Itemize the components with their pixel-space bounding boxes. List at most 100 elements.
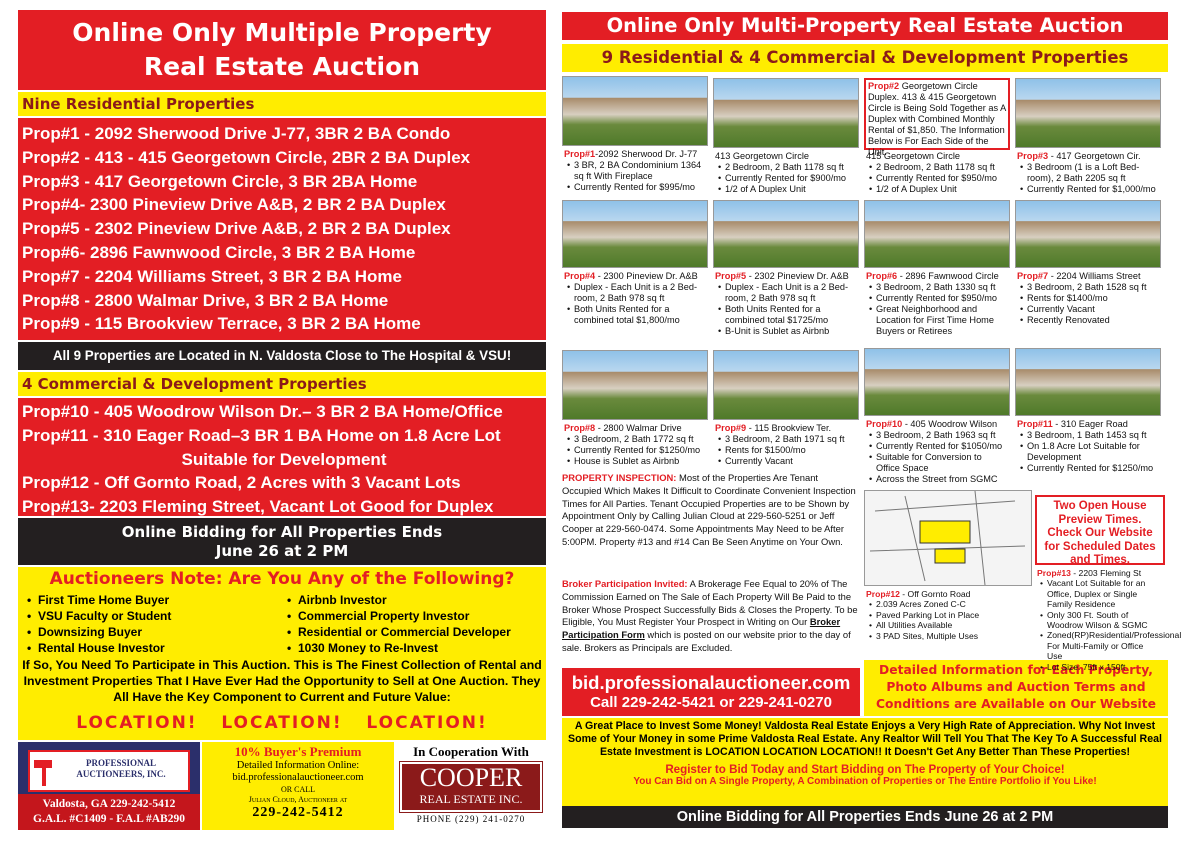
card-bullet: Across the Street from SGMC bbox=[866, 474, 1008, 485]
property-item: Prop#6- 2896 Fawnwood Circle, 3 BR 2 BA … bbox=[22, 242, 416, 262]
card-label: Prop#5 bbox=[715, 271, 747, 281]
bullet: 1030 Money to Re-Invest bbox=[284, 640, 544, 656]
card-title: -2092 Sherwood Dr. J-77 bbox=[595, 149, 698, 159]
card-bullet: Currently Vacant bbox=[1017, 304, 1159, 315]
inspection: PROPERTY INSPECTION: Most of the Propert… bbox=[562, 472, 860, 549]
card-label: Prop#11 bbox=[1017, 419, 1053, 429]
phone: 229-242-5412 bbox=[252, 805, 344, 820]
card-label: Prop#12 bbox=[866, 589, 900, 599]
bidding-ends: Online Bidding for All Properties Ends J… bbox=[562, 806, 1168, 828]
card-title: 413 Georgetown Circle bbox=[715, 151, 809, 161]
gavel-handle bbox=[42, 768, 46, 786]
text-line: Online Bidding for All Properties Ends bbox=[121, 523, 443, 541]
card-bullet: 3 BR, 2 BA Condominium 1364 sq ft With F… bbox=[564, 160, 706, 182]
gavel-head bbox=[34, 760, 52, 768]
card-bullet: Currently Rented for $1,000/mo bbox=[1017, 184, 1159, 195]
property-card: 413 Georgetown Circle2 Bedroom, 2 Bath 1… bbox=[713, 150, 859, 196]
section-heading: Nine Residential Properties bbox=[18, 92, 546, 116]
property-card: Prop#2 Georgetown Circle Duplex. 413 & 4… bbox=[864, 78, 1010, 157]
logo-text: PROFESSIONAL AUCTIONEERS, INC. bbox=[54, 758, 188, 780]
card-bullet: 3 Bedroom, 2 Bath 1528 sq ft bbox=[1017, 282, 1159, 293]
property-item: Prop#13- 2203 Fleming Street, Vacant Lot… bbox=[22, 497, 494, 517]
property-card: Prop#6 - 2896 Fawnwood Circle3 Bedroom, … bbox=[864, 270, 1010, 338]
property-item: Prop#3 - 417 Georgetown Circle, 3 BR 2BA… bbox=[22, 171, 418, 191]
cooper-sub: REAL ESTATE INC. bbox=[419, 792, 523, 806]
property-photo bbox=[864, 348, 1010, 416]
card-bullet: Only 300 Ft. South of Woodrow Wilson & S… bbox=[1037, 610, 1159, 631]
text-line: AUCTIONEERS, INC. bbox=[76, 769, 166, 779]
note-heading: Auctioneers Note: Are You Any of the Fol… bbox=[49, 569, 515, 589]
card-label: Prop#3 bbox=[1017, 151, 1049, 161]
card-heading: Prop#12 - Off Gornto Road bbox=[866, 589, 1026, 599]
card-label: Prop#4 bbox=[564, 271, 596, 281]
note-box: Auctioneers Note: Are You Any of the Fol… bbox=[18, 567, 546, 740]
card-heading: Prop#7 - 2204 Williams Street bbox=[1017, 271, 1159, 282]
card-bullet: Currently Rented for $995/mo bbox=[564, 182, 706, 193]
bullet: Residential or Commercial Developer bbox=[284, 624, 544, 640]
card-bullet: 2 Bedroom, 2 Bath 1178 sq ft bbox=[715, 162, 857, 173]
property-item: Suitable for Development bbox=[181, 449, 387, 469]
broker-text: A Brokerage Fee Equal to 20% of The Comm… bbox=[562, 578, 858, 628]
broker-text: which is posted on our website prior to … bbox=[562, 629, 851, 653]
location-note: All 9 Properties are Located in N. Valdo… bbox=[18, 342, 546, 370]
card-bullet: Zoned(RP)Residential/Professional For Mu… bbox=[1037, 630, 1181, 661]
card-title: - 2800 Walmar Drive bbox=[595, 423, 682, 433]
card-heading: Prop#1-2092 Sherwood Dr. J-77 bbox=[564, 149, 706, 160]
property-item: Prop#4- 2300 Pineview Drive A&B, 2 BR 2 … bbox=[22, 195, 446, 215]
url: bid.professionalauctioneer.com bbox=[571, 672, 851, 693]
details-box: Detailed Information for Each Property, … bbox=[864, 660, 1168, 716]
invest-box: A Great Place to Invest Some Money! Vald… bbox=[562, 718, 1168, 806]
note-paragraph: If So, You Need To Participate in This A… bbox=[22, 658, 542, 704]
card-bullet: 3 Bedroom, 2 Bath 1963 sq ft bbox=[866, 430, 1008, 441]
map-drawing bbox=[869, 490, 1026, 586]
card-bullet: Rents for $1400/mo bbox=[1017, 293, 1159, 304]
property-item: Prop#5 - 2302 Pineview Drive A&B, 2 BR 2… bbox=[22, 219, 451, 239]
bullet: Airbnb Investor bbox=[284, 592, 544, 608]
card-bullet: Both Units Rented for a combined total $… bbox=[564, 304, 706, 326]
bullet: First Time Home Buyer bbox=[24, 592, 284, 608]
section-heading: 4 Commercial & Development Properties bbox=[18, 372, 546, 396]
info-label: Detailed Information Online: bbox=[236, 760, 360, 771]
card-bullet: Currently Vacant bbox=[715, 456, 857, 467]
residential-list: Prop#1 - 2092 Sherwood Drive J-77, 3BR 2… bbox=[18, 118, 546, 340]
text-line: June 26 at 2 PM bbox=[215, 542, 349, 560]
card-bullet: Great Neighborhood and Location for Firs… bbox=[866, 304, 1008, 337]
card-heading: Prop#11 - 310 Eager Road bbox=[1017, 419, 1159, 430]
card-title: - 115 Brookview Ter. bbox=[746, 423, 832, 433]
property-photo bbox=[1015, 200, 1161, 268]
property-card: Prop#13 - 2203 Fleming StVacant Lot Suit… bbox=[1035, 567, 1181, 673]
left-title: Online Only Multiple Property Real Estat… bbox=[18, 10, 546, 90]
property-card: Prop#4 - 2300 Pineview Dr. A&BDuplex - E… bbox=[562, 270, 708, 327]
card-bullet: 1/2 of A Duplex Unit bbox=[715, 184, 857, 195]
card-bullet: Paved Parking Lot in Place bbox=[866, 610, 1026, 621]
card-bullet: Suitable for Conversion to Office Space bbox=[866, 452, 1008, 474]
property-item: Prop#8 - 2800 Walmar Drive, 3 BR 2 BA Ho… bbox=[22, 290, 389, 310]
card-bullet: Lot Size: 75ft x 150ft bbox=[1037, 662, 1159, 673]
url-box: bid.professionalauctioneer.com Call 229-… bbox=[562, 668, 860, 716]
card-label: Prop#9 bbox=[715, 423, 747, 433]
card-label: Prop#13 bbox=[1037, 568, 1071, 578]
property-photo bbox=[562, 76, 708, 146]
bid-options: You Can Bid on A Single Property, A Comb… bbox=[633, 776, 1097, 788]
property-card: Prop#8 - 2800 Walmar Drive3 Bedroom, 2 B… bbox=[562, 422, 708, 468]
card-heading: Prop#10 - 405 Woodrow Wilson bbox=[866, 419, 1008, 430]
location-callout: LOCATION! LOCATION! LOCATION! bbox=[76, 713, 488, 733]
property-photo bbox=[1015, 348, 1161, 416]
property-item: Prop#12 - Off Gornto Road, 2 Acres with … bbox=[22, 473, 461, 493]
invest: A Great Place to Invest Some Money! Vald… bbox=[568, 720, 1162, 758]
bullet-list: Airbnb InvestorCommercial Property Inves… bbox=[284, 592, 544, 656]
title-line: Real Estate Auction bbox=[143, 52, 421, 81]
property-photo bbox=[864, 200, 1010, 268]
card-bullet: 3 Bedroom, 2 Bath 1772 sq ft bbox=[564, 434, 706, 445]
card-label: Prop#7 bbox=[1017, 271, 1049, 281]
cooper-logo: COOPER REAL ESTATE INC. bbox=[399, 761, 543, 813]
card-bullet: B-Unit is Sublet as Airbnb bbox=[715, 326, 857, 337]
broker: Broker Participation Invited: A Brokerag… bbox=[562, 578, 860, 655]
info-url: bid.professionalauctioneer.com bbox=[232, 772, 364, 783]
property-photo bbox=[713, 78, 859, 148]
card-heading: 413 Georgetown Circle bbox=[715, 151, 857, 162]
card-bullet: Recently Renovated bbox=[1017, 315, 1159, 326]
property-card: Prop#9 - 115 Brookview Ter.3 Bedroom, 2 … bbox=[713, 422, 859, 468]
card-heading: Prop#4 - 2300 Pineview Dr. A&B bbox=[564, 271, 706, 282]
